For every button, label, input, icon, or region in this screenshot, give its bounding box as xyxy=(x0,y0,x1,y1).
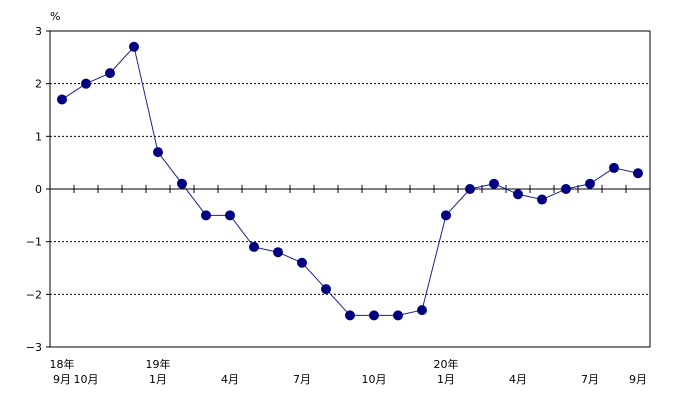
x-month-label: 9月 xyxy=(53,373,71,386)
data-point xyxy=(129,41,139,52)
series-line xyxy=(61,45,639,316)
x-year-label: 18年 xyxy=(50,357,75,371)
x-year-label: 19年 xyxy=(146,357,171,371)
data-point xyxy=(561,184,571,194)
data-point xyxy=(585,178,595,189)
x-month-label: 7月 xyxy=(293,373,311,386)
data-point xyxy=(537,194,547,205)
data-point xyxy=(105,68,115,79)
data-point xyxy=(153,147,163,158)
x-month-label: 10月 xyxy=(74,373,99,386)
x-month-label: 4月 xyxy=(221,373,239,386)
data-point xyxy=(225,210,235,221)
data-point xyxy=(177,178,187,189)
data-point xyxy=(513,189,523,200)
data-point xyxy=(57,94,67,105)
data-point xyxy=(369,310,379,321)
data-point xyxy=(633,168,643,179)
data-point xyxy=(273,247,283,258)
data-point xyxy=(297,257,307,268)
y-tick-label: 2 xyxy=(35,78,42,91)
data-point xyxy=(249,241,259,252)
x-month-label: 7月 xyxy=(581,373,599,386)
data-point xyxy=(201,210,211,221)
y-tick-label: −1 xyxy=(26,236,42,249)
x-month-label: 10月 xyxy=(362,373,387,386)
y-tick-label: 3 xyxy=(35,25,42,38)
data-point xyxy=(489,178,499,189)
data-point xyxy=(321,284,331,295)
data-point xyxy=(441,210,451,221)
series-1 xyxy=(57,41,643,321)
data-point xyxy=(417,305,427,316)
x-month-label: 1月 xyxy=(149,373,167,386)
grid-lines xyxy=(50,83,650,295)
y-tick-label: −3 xyxy=(26,341,42,354)
data-point xyxy=(345,310,355,321)
y-tick-label: 0 xyxy=(35,183,42,196)
x-axis-ticks xyxy=(73,185,627,193)
x-month-label: 9月 xyxy=(629,373,647,386)
data-point xyxy=(81,78,91,89)
y-tick-label: −2 xyxy=(26,288,42,301)
y-tick-label: 1 xyxy=(35,130,42,143)
x-month-label: 1月 xyxy=(437,373,455,386)
x-month-label: 4月 xyxy=(509,373,527,386)
data-point xyxy=(393,310,403,321)
y-axis-ticks: 3 2 1 0 −1 −2 −3 xyxy=(26,25,50,354)
data-point xyxy=(609,162,619,173)
x-year-label: 20年 xyxy=(434,357,459,371)
y-axis-unit-label: % xyxy=(50,10,60,23)
data-point xyxy=(465,184,475,194)
